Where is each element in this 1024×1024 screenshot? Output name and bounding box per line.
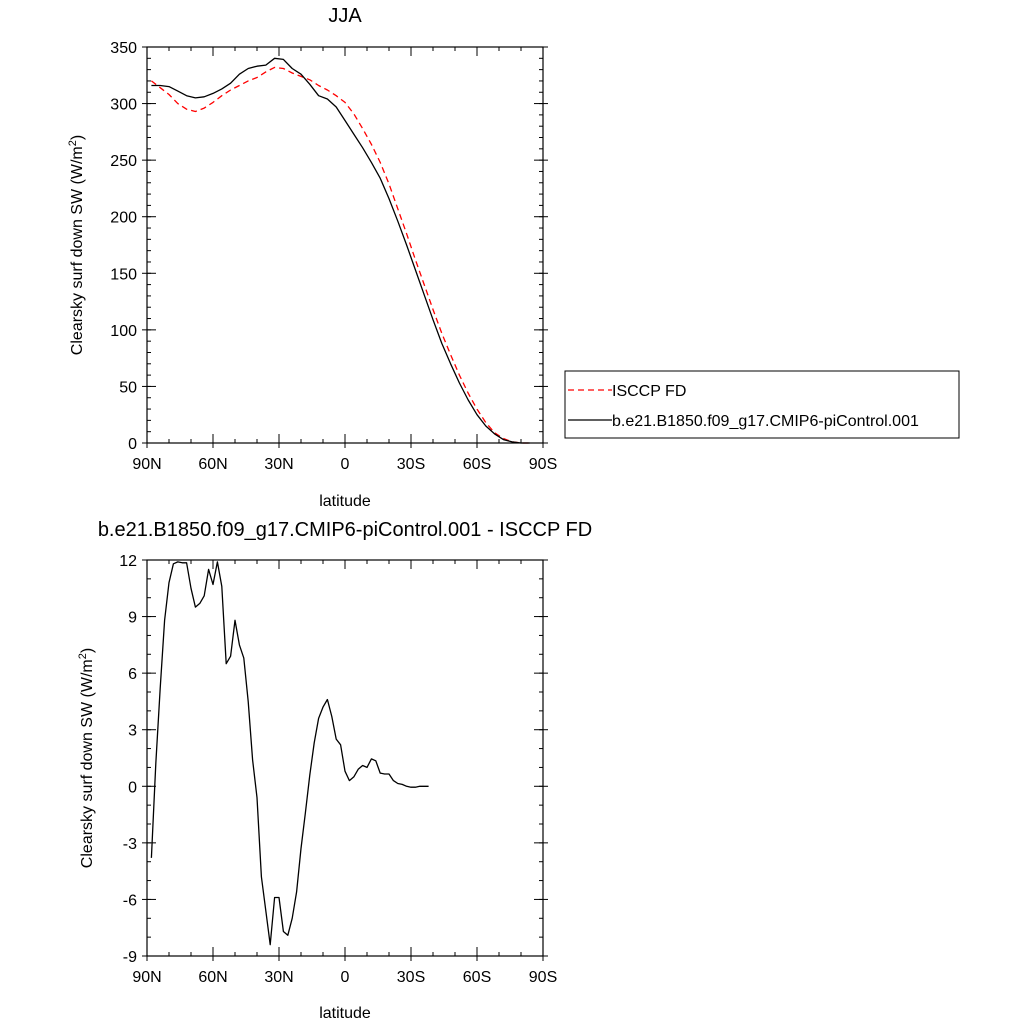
top-series-line-1 [151, 57, 530, 444]
top-ytick-label: 0 [128, 436, 137, 453]
top-xlabel: latitude [319, 493, 371, 510]
top-chart-title: JJA [328, 5, 362, 27]
legend-label-isccp: ISCCP FD [612, 383, 686, 400]
top-legend: ISCCP FD b.e21.B1850.f09_g17.CMIP6-piCon… [564, 370, 960, 439]
bottom-xtick-label: 30N [264, 969, 293, 986]
top-ytick-label: 300 [110, 97, 137, 114]
bottom-ytick-label: 9 [128, 610, 137, 627]
bottom-series-group [150, 561, 429, 946]
bottom-xtick-label: 90N [132, 969, 161, 986]
top-series-line-0 [151, 66, 530, 444]
bottom-chart-title: b.e21.B1850.f09_g17.CMIP6-piControl.001 … [98, 519, 592, 541]
top-series-group [151, 57, 530, 444]
top-ylabel: Clearsky surf down SW (W/m2) [67, 135, 86, 355]
bottom-xtick-label: 30S [397, 969, 425, 986]
bottom-panel: b.e21.B1850.f09_g17.CMIP6-piControl.001 … [77, 519, 592, 1022]
top-xtick-label: 60S [463, 456, 491, 473]
bottom-ytick-label: 12 [119, 553, 137, 570]
bottom-series-line-0 [150, 561, 429, 946]
bottom-xtick-label: 60N [198, 969, 227, 986]
bottom-ytick-label: -6 [123, 892, 137, 909]
bottom-ytick-label: 6 [128, 666, 137, 683]
bottom-xtick-label: 0 [341, 969, 350, 986]
bottom-ylabel: Clearsky surf down SW (W/m2) [77, 648, 96, 868]
bottom-ytick-label: 3 [128, 723, 137, 740]
bottom-plot-frame [146, 559, 544, 957]
top-ytick-label: 250 [110, 153, 137, 170]
top-panel: JJA 90N 60N 30N 0 30S 60S 90S 0 50 100 150 200 250 30… [67, 5, 960, 510]
top-xtick-label: 30S [397, 456, 425, 473]
top-xtick-label: 60N [198, 456, 227, 473]
top-xtick-label: 90N [132, 456, 161, 473]
bottom-ytick-label: -3 [123, 836, 137, 853]
bottom-ytick-label: 0 [128, 779, 137, 796]
top-ytick-label: 50 [119, 379, 137, 396]
bottom-xlabel: latitude [319, 1005, 371, 1022]
top-ytick-label: 100 [110, 323, 137, 340]
top-ytick-label: 200 [110, 210, 137, 227]
bottom-ytick-label: -9 [123, 949, 137, 966]
bottom-xtick-label: 90S [529, 969, 557, 986]
bottom-axes: 90N 60N 30N 0 30S 60S 90S -9 -6 -3 0 3 6 9 12 [119, 553, 557, 986]
top-xtick-label: 0 [341, 456, 350, 473]
legend-box [564, 370, 960, 439]
top-plot-frame [146, 46, 544, 444]
legend-label-model: b.e21.B1850.f09_g17.CMIP6-piControl.001 [612, 413, 919, 430]
top-xtick-label: 30N [264, 456, 293, 473]
top-ytick-label: 150 [110, 266, 137, 283]
top-ytick-label: 350 [110, 40, 137, 57]
bottom-xtick-label: 60S [463, 969, 491, 986]
top-xtick-label: 90S [529, 456, 557, 473]
